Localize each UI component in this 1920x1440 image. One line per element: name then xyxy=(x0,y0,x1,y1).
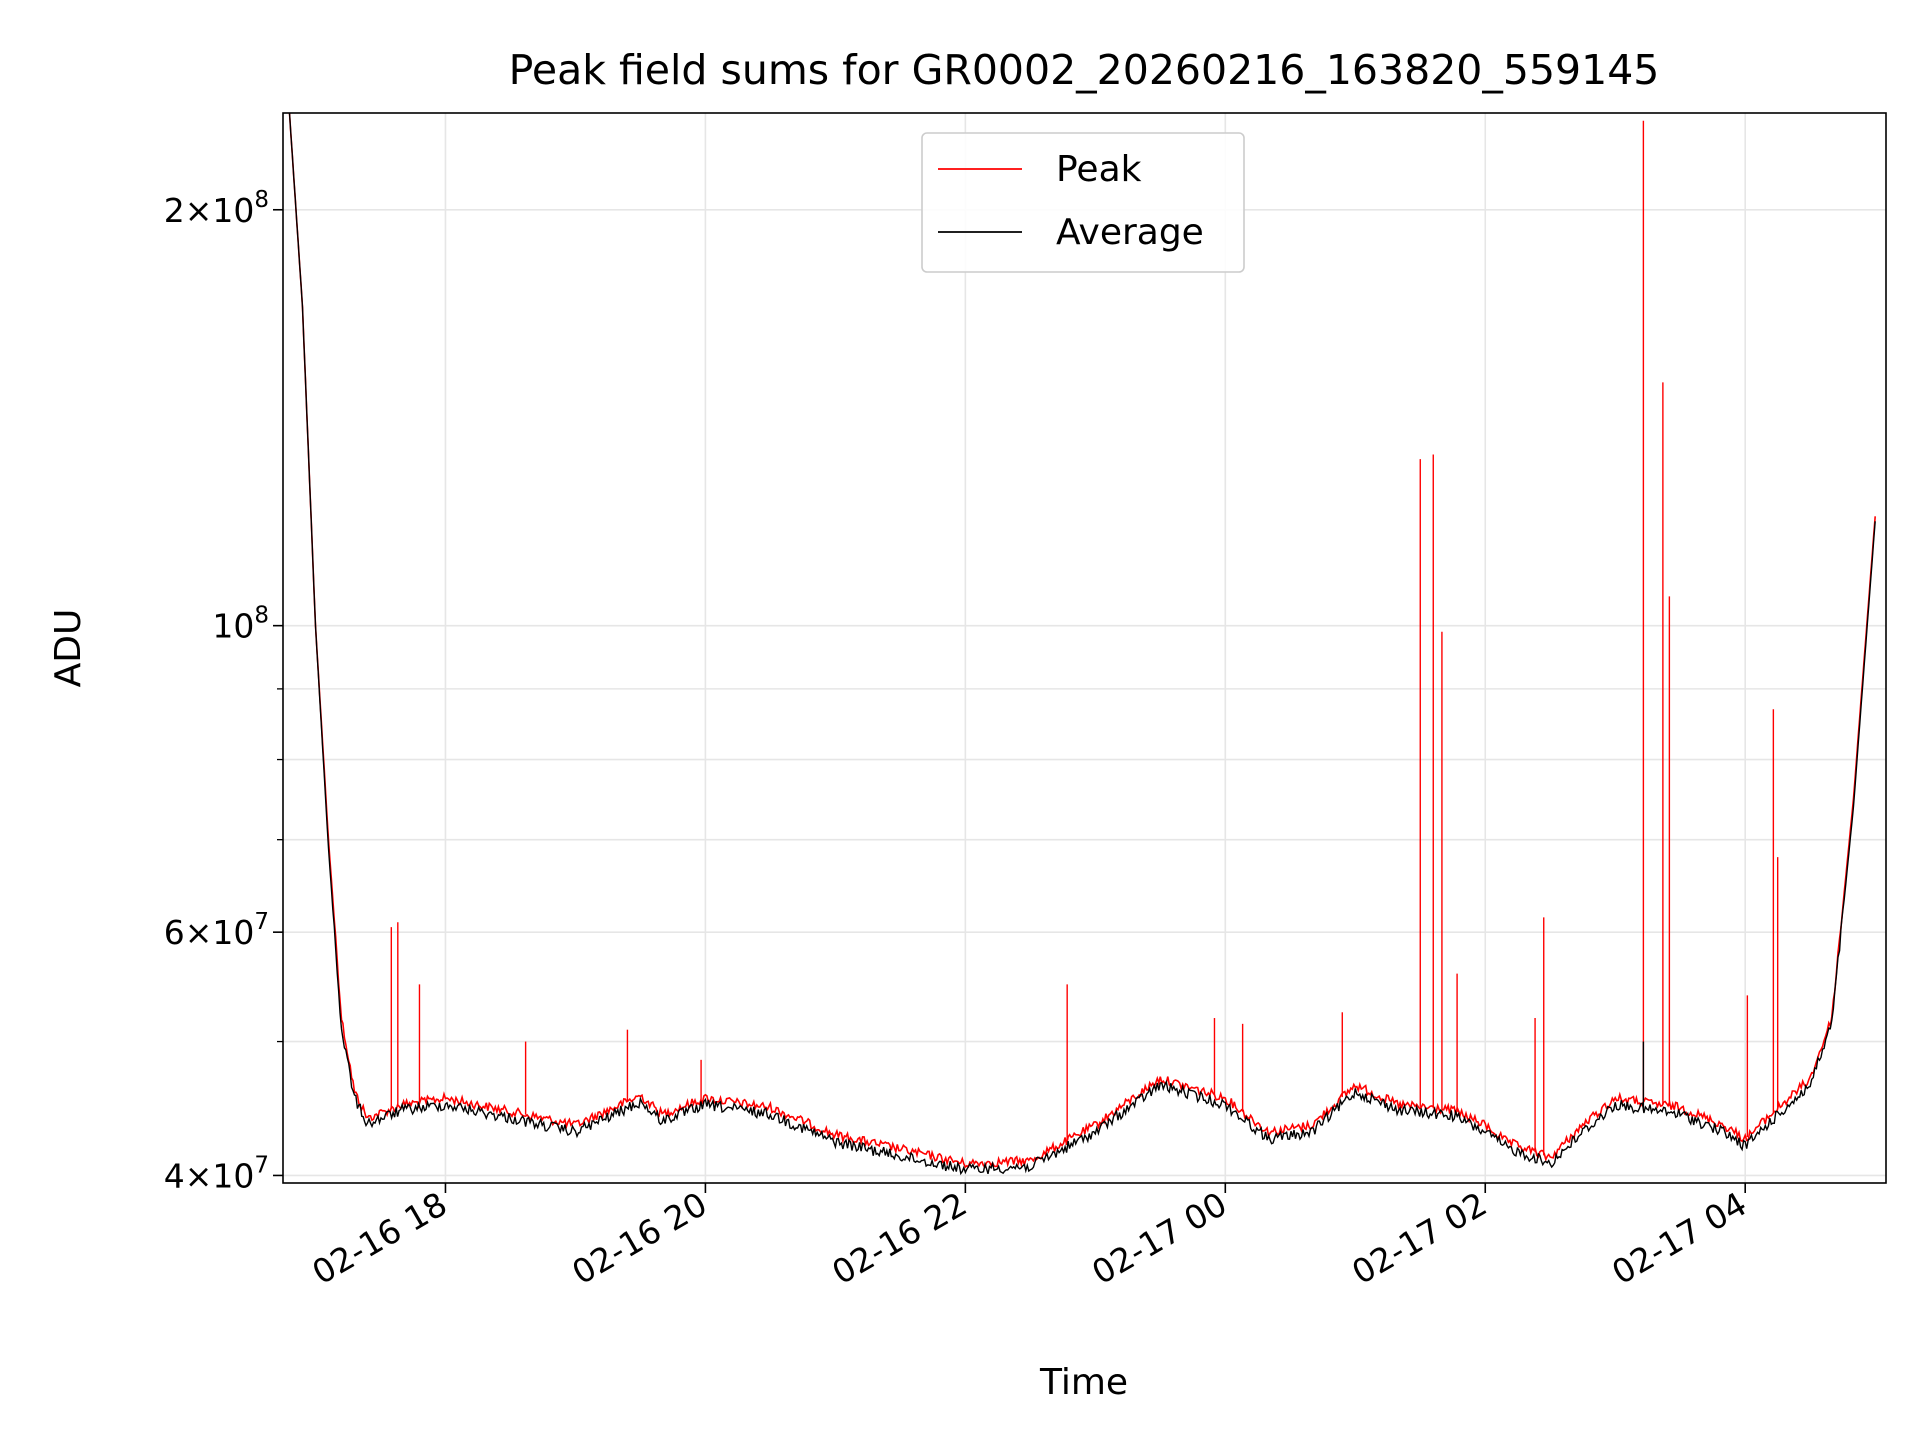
series-peak xyxy=(288,113,1876,1169)
series-line xyxy=(288,113,1876,1176)
series-line xyxy=(288,113,1876,1169)
chart-title: Peak field sums for GR0002_20260216_1638… xyxy=(509,46,1660,94)
y-tick-label: 6×107 xyxy=(164,909,269,952)
legend-label-average: Average xyxy=(1056,212,1204,253)
legend: Peak Average xyxy=(921,132,1245,273)
x-axis-label: Time xyxy=(1039,1362,1128,1403)
series-average xyxy=(288,113,1876,1176)
legend-box xyxy=(921,132,1245,273)
plot-frame xyxy=(282,112,1887,1184)
y-tick-label: 4×107 xyxy=(164,1152,269,1195)
y-axis-label: ADU xyxy=(48,609,89,688)
series-layer xyxy=(288,113,1876,1176)
legend-label-peak: Peak xyxy=(1056,149,1142,190)
y-tick-label: 108 xyxy=(212,603,269,646)
plot-area xyxy=(288,113,1876,1176)
y-tick-label: 2×108 xyxy=(164,187,269,230)
